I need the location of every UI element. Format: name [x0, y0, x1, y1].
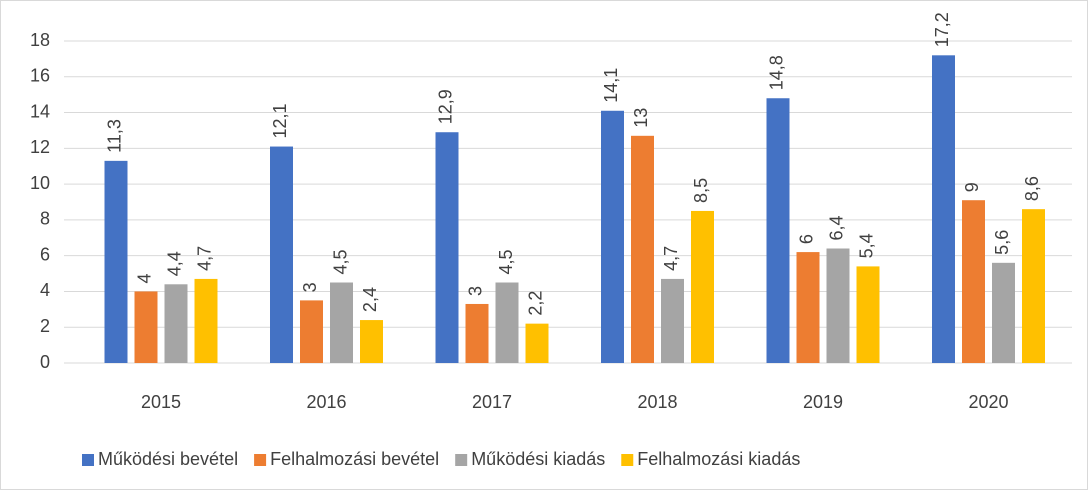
y-tick-label: 6: [40, 244, 50, 264]
data-label: 4,7: [661, 246, 681, 271]
legend-label: Működési kiadás: [471, 449, 605, 469]
data-label: 5,4: [857, 233, 877, 258]
data-label: 6,4: [827, 215, 847, 240]
legend-swatch: [621, 454, 634, 466]
data-label: 4,4: [165, 251, 185, 276]
data-label: 6: [797, 234, 817, 244]
legend-label: Működési bevétel: [98, 449, 238, 469]
legend-swatch: [455, 454, 468, 466]
data-label: 4: [135, 273, 155, 283]
data-label: 14,1: [601, 68, 621, 103]
data-label: 4,5: [496, 249, 516, 274]
data-label: 5,6: [992, 230, 1012, 255]
x-tick-label: 2019: [803, 392, 843, 412]
bar: [194, 278, 218, 363]
bar: [134, 291, 158, 363]
data-label: 9: [962, 182, 982, 192]
data-label: 11,3: [105, 119, 125, 153]
legend-swatch: [82, 454, 94, 466]
legend-label: Felhalmozási bevétel: [270, 449, 439, 469]
bar: [856, 266, 880, 363]
bar: [962, 200, 985, 363]
data-label: 12,1: [270, 103, 290, 138]
x-tick-label: 2017: [472, 392, 512, 412]
bar: [601, 110, 624, 364]
legend-label: Felhalmozási kiadás: [637, 449, 800, 469]
bar: [330, 282, 353, 363]
data-label: 13: [631, 108, 651, 128]
data-label: 4,5: [330, 249, 350, 274]
y-tick-label: 0: [40, 352, 50, 372]
data-label: 2,4: [360, 287, 380, 312]
data-label: 14,8: [767, 55, 787, 90]
bar: [525, 323, 549, 363]
data-label: 8,5: [691, 178, 711, 203]
bar: [300, 300, 323, 363]
bar: [826, 248, 850, 363]
bar: [360, 320, 383, 363]
y-tick-label: 10: [30, 173, 50, 193]
y-tick-label: 14: [30, 101, 50, 121]
bar: [104, 160, 128, 363]
data-label: 2,2: [526, 291, 546, 316]
x-tick-label: 2015: [141, 392, 181, 412]
data-label: 12,9: [436, 89, 456, 124]
bar: [465, 303, 489, 363]
data-label: 8,6: [1022, 176, 1042, 201]
y-tick-label: 16: [30, 66, 50, 86]
bar: [796, 252, 820, 363]
bar: [164, 284, 188, 363]
y-tick-label: 4: [40, 280, 50, 300]
x-tick-label: 2018: [637, 392, 677, 412]
bar: [435, 132, 459, 363]
data-label: 4,7: [195, 246, 215, 271]
bar: [661, 278, 684, 363]
legend-swatch: [254, 454, 267, 466]
bar: [932, 55, 955, 364]
data-label: 3: [466, 286, 486, 296]
x-tick-label: 2016: [306, 392, 346, 412]
bar: [270, 146, 293, 363]
bar: [766, 98, 790, 363]
data-label: 17,2: [932, 12, 952, 47]
y-tick-label: 12: [30, 137, 50, 157]
bar: [992, 262, 1015, 363]
y-tick-label: 8: [40, 209, 50, 229]
bar: [631, 135, 654, 363]
bar: [495, 282, 519, 363]
bar: [691, 210, 714, 363]
bar: [1022, 209, 1045, 363]
y-tick-label: 2: [40, 316, 50, 336]
data-label: 3: [300, 282, 320, 292]
y-tick-label: 18: [30, 30, 50, 50]
x-tick-label: 2020: [968, 392, 1008, 412]
